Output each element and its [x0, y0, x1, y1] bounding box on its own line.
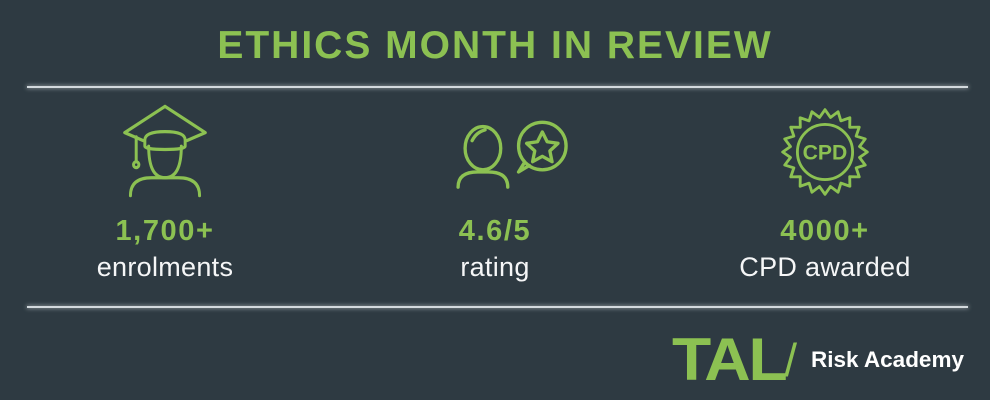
svg-text:CPD: CPD — [803, 141, 848, 164]
